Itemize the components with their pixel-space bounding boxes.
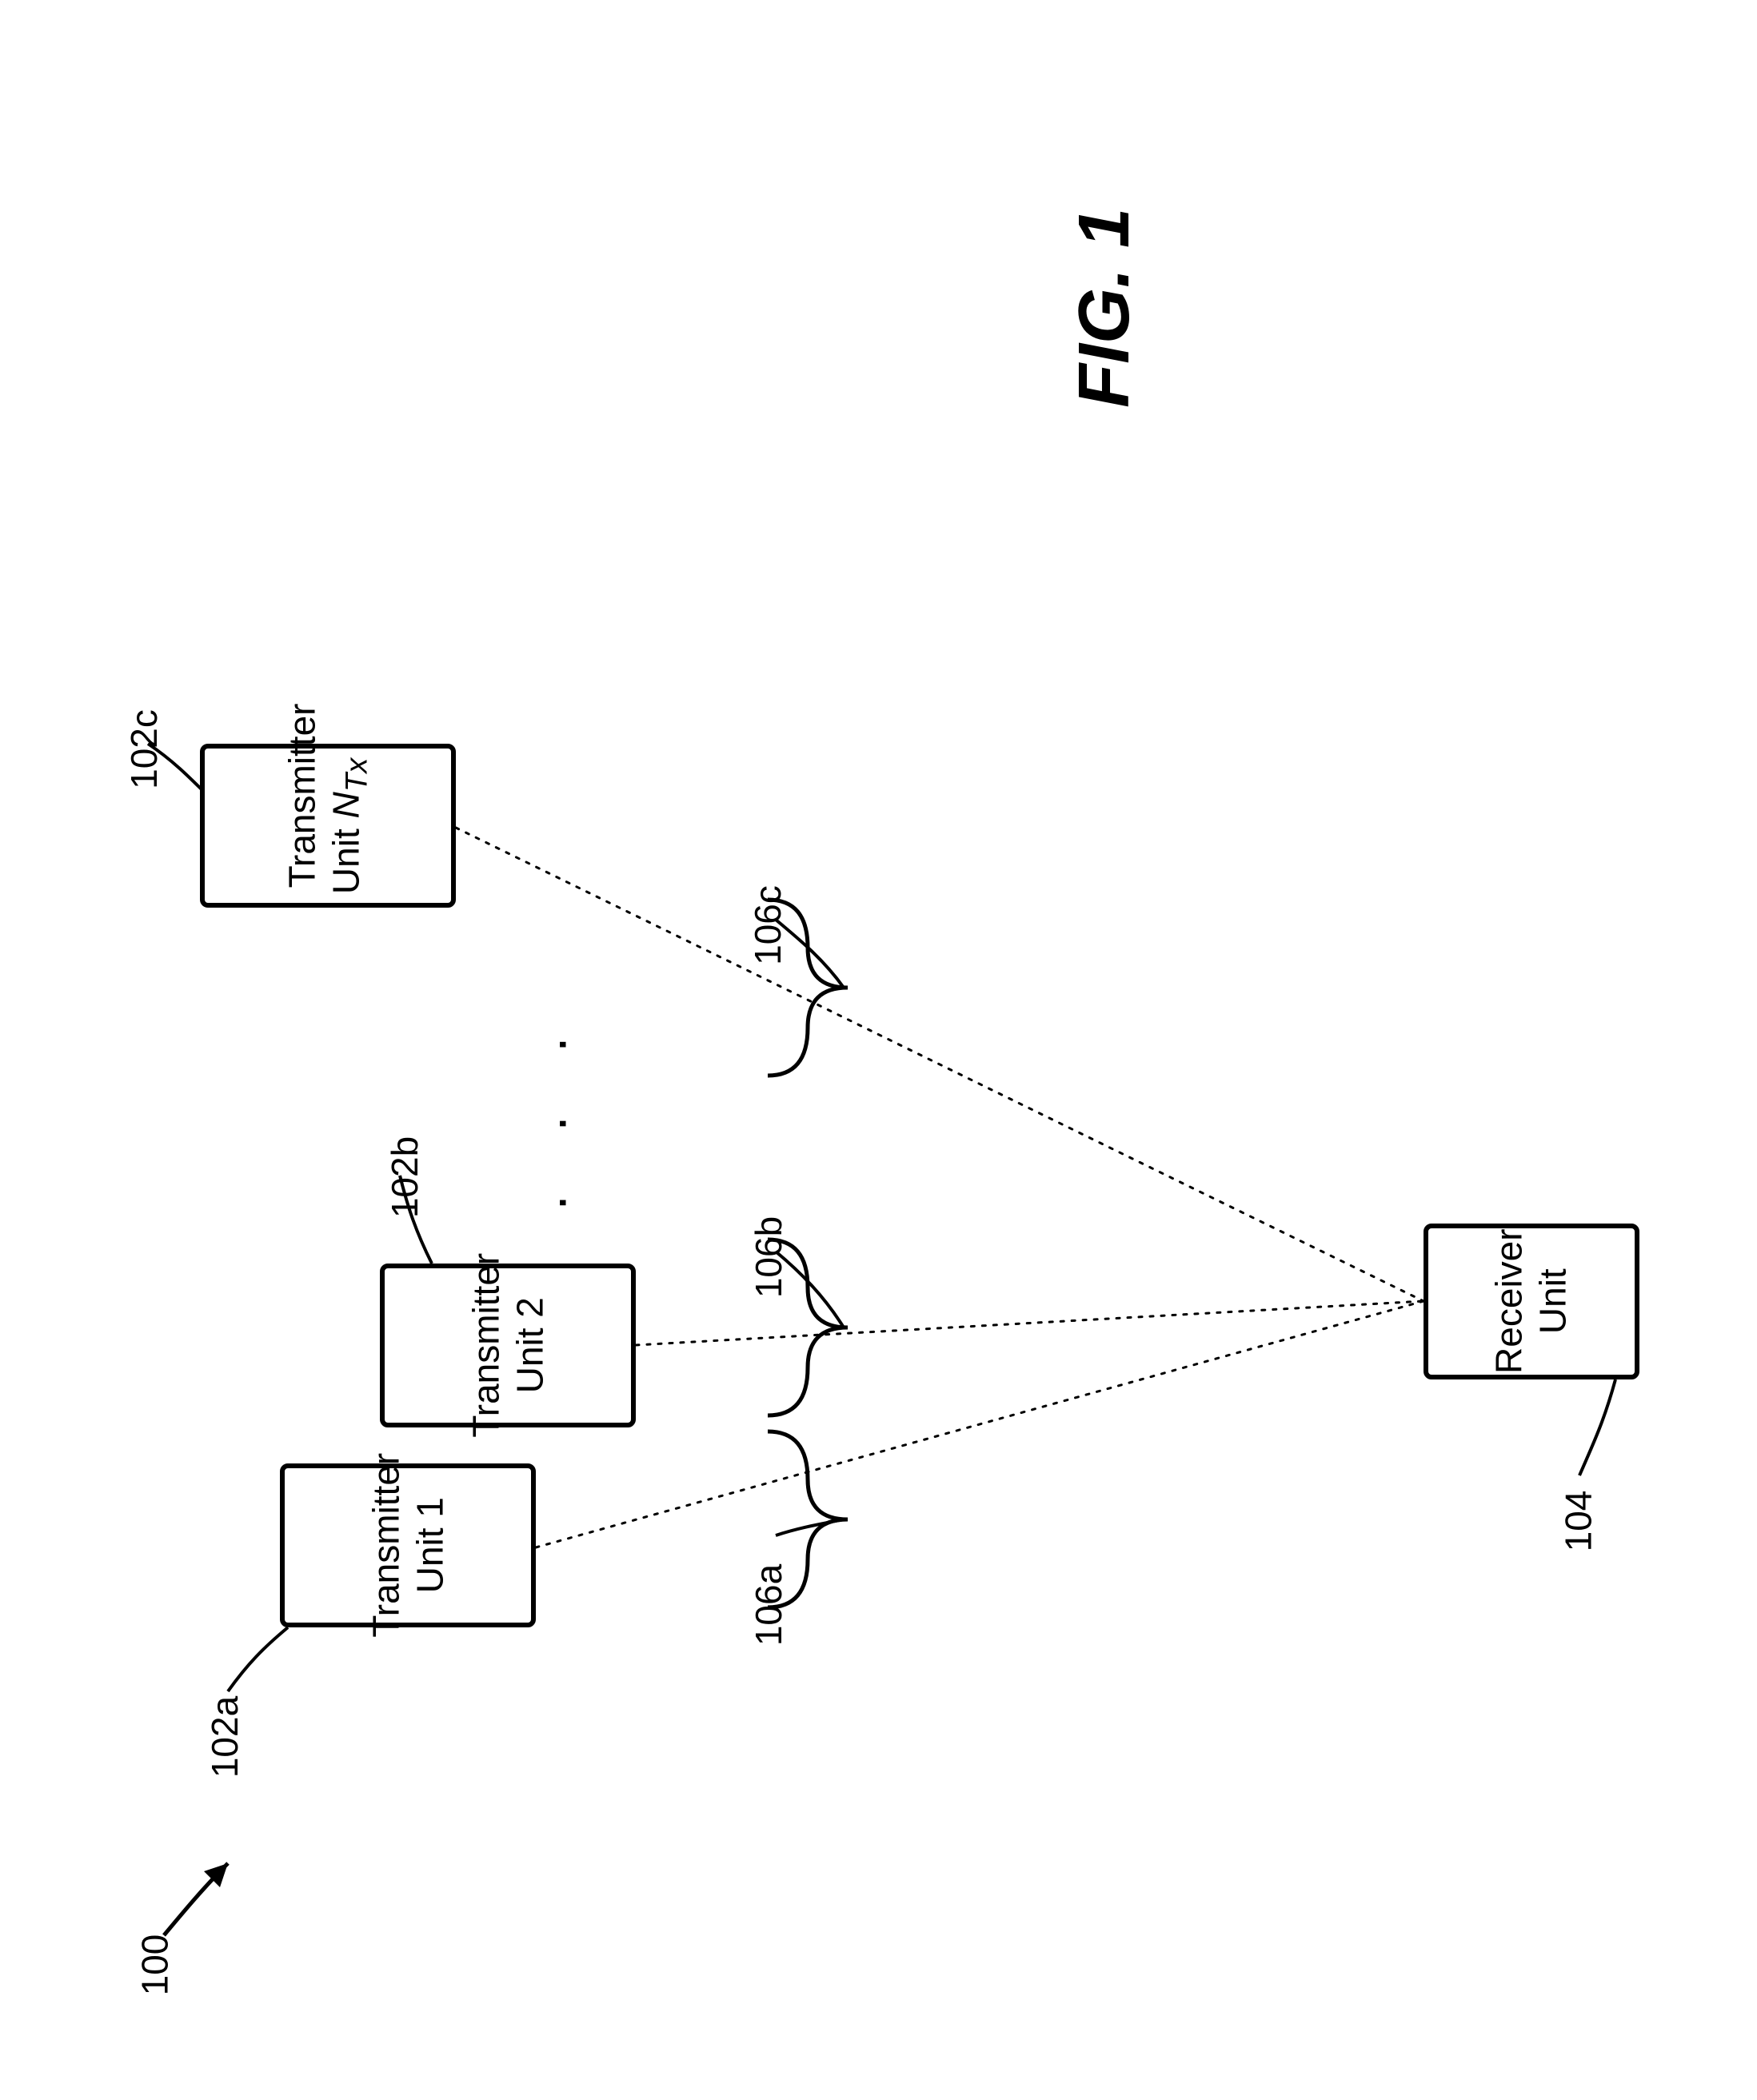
leader-100 bbox=[164, 1863, 228, 1935]
diagram-canvas: Transmitter Unit 1 Transmitter Unit 2 Tr… bbox=[0, 0, 1757, 2100]
receiver-label: Receiver Unit bbox=[1487, 1229, 1575, 1375]
ref-106a: 106a bbox=[747, 1564, 790, 1646]
edge-106c bbox=[456, 828, 1424, 1301]
arrowhead-100 bbox=[204, 1863, 228, 1887]
ellipsis-dots: . . . bbox=[515, 1012, 579, 1210]
transmitter-unit-n: Transmitter Unit NTx bbox=[200, 744, 456, 908]
ref-102b: 102b bbox=[383, 1136, 426, 1218]
transmitter-2-label: Transmitter Unit 2 bbox=[464, 1253, 552, 1438]
figure-label: FIG. 1 bbox=[1064, 208, 1146, 408]
transmitter-unit-2: Transmitter Unit 2 bbox=[380, 1264, 636, 1427]
edge-106a bbox=[536, 1301, 1424, 1547]
ref-106b: 106b bbox=[747, 1216, 790, 1298]
ref-100: 100 bbox=[133, 1934, 176, 1996]
ref-106c: 106c bbox=[746, 885, 789, 965]
transmitter-1-label: Transmitter Unit 1 bbox=[364, 1453, 452, 1638]
leader-106a bbox=[776, 1519, 844, 1535]
leader-104 bbox=[1579, 1379, 1615, 1475]
connections-layer bbox=[0, 0, 1757, 2100]
transmitter-n-label: Transmitter Unit NTx bbox=[236, 703, 420, 948]
receiver-unit: Receiver Unit bbox=[1424, 1224, 1639, 1379]
ref-102a: 102a bbox=[203, 1696, 246, 1778]
ref-104: 104 bbox=[1556, 1491, 1599, 1552]
transmitter-unit-1: Transmitter Unit 1 bbox=[280, 1463, 536, 1627]
ref-102c: 102c bbox=[122, 709, 166, 789]
edge-106b bbox=[636, 1301, 1424, 1345]
leader-102a bbox=[228, 1627, 288, 1691]
